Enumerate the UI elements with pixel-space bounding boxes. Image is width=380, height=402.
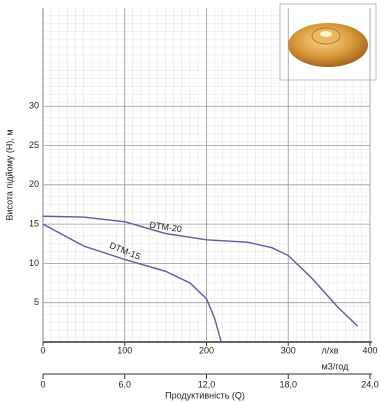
- y-tick-label: 30: [29, 101, 39, 111]
- series-line: [42, 223, 222, 343]
- x-unit: л/хв: [321, 345, 338, 355]
- series-line: [42, 215, 359, 327]
- x2-tick-label: 12,0: [198, 379, 216, 389]
- x-tick-label: 300: [281, 345, 296, 355]
- x-tick-label: 400: [362, 345, 377, 355]
- impeller: [288, 23, 368, 67]
- x-tick-label: 100: [117, 345, 132, 355]
- series-label: DTM-20: [149, 220, 183, 234]
- x2-tick-label: 0: [40, 379, 45, 389]
- impeller-bore: [320, 31, 332, 37]
- y-label: Висота підйому (Н), м: [4, 129, 14, 220]
- x-tick-label: 200: [199, 345, 214, 355]
- x-tick-label: 0: [40, 345, 45, 355]
- x2-tick-label: 18,0: [279, 379, 297, 389]
- y-tick-label: 15: [29, 218, 39, 228]
- x-label: Продуктивність (Q): [165, 390, 245, 400]
- y-tick-label: 10: [29, 258, 39, 268]
- x2-unit: м3/год: [322, 361, 350, 371]
- y-tick-label: 20: [29, 179, 39, 189]
- x2-tick-label: 6,0: [118, 379, 131, 389]
- y-tick-label: 25: [29, 140, 39, 150]
- y-tick-label: 5: [34, 297, 39, 307]
- x2-tick-label: 24,0: [361, 379, 379, 389]
